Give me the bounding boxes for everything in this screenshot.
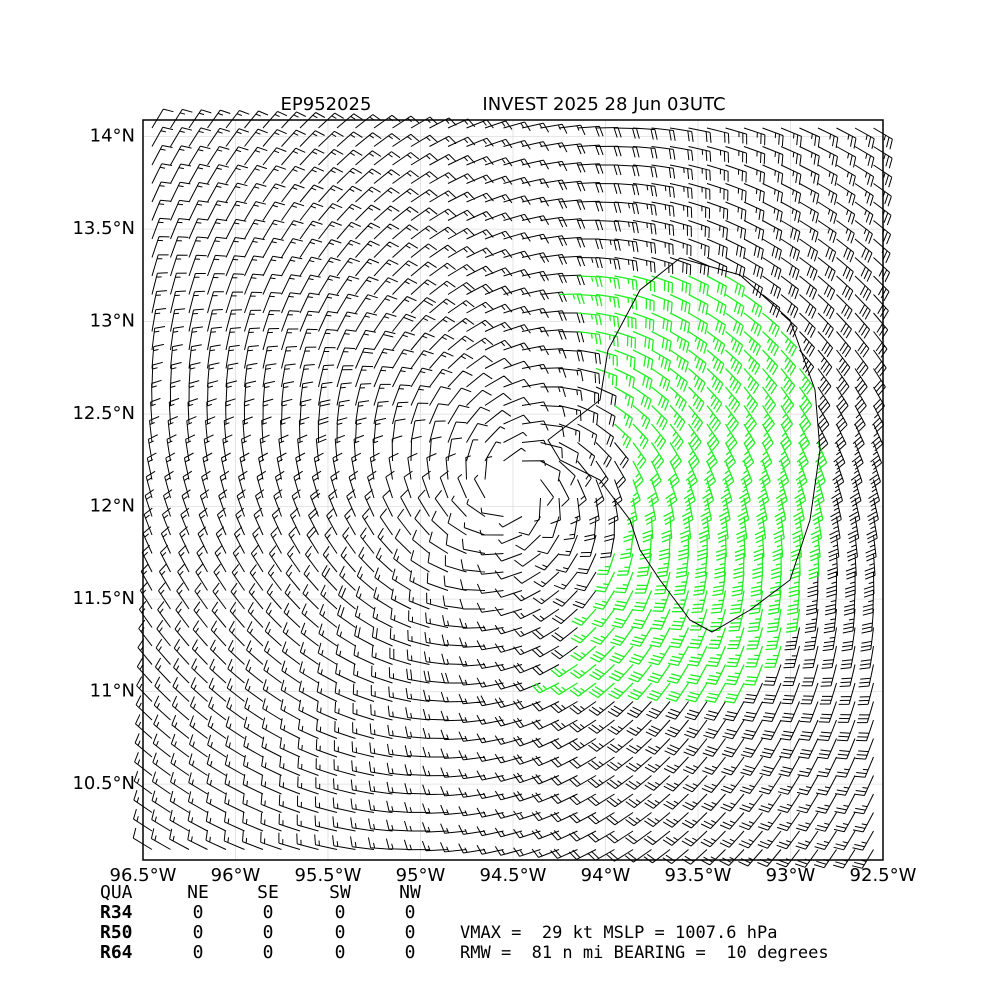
table-cell: 0: [263, 922, 274, 943]
table-cell: 0: [335, 922, 346, 943]
x-tick-label: 94°W: [581, 865, 631, 886]
table-header: SE: [257, 882, 279, 903]
table-header: NW: [399, 882, 421, 903]
stat-label: MSLP =: [603, 923, 664, 943]
x-tick-label: 96°W: [211, 865, 261, 886]
x-tick-label: 96.5°W: [110, 865, 177, 886]
grid: [142, 120, 884, 860]
stat-unit: hPa: [747, 923, 778, 943]
title-right: INVEST 2025 28 Jun 03UTC: [482, 94, 725, 115]
stat-label: VMAX =: [460, 923, 521, 943]
table-header: NE: [187, 882, 209, 903]
table-cell: 0: [193, 902, 204, 923]
row-label: R50: [100, 922, 133, 943]
row-label: R34: [100, 902, 133, 923]
plot-frame: [142, 119, 884, 861]
x-tick-label: 93°W: [766, 865, 816, 886]
stat-label: BEARING =: [614, 943, 706, 963]
table-cell: 0: [405, 942, 416, 963]
stat-value: 1007.6: [675, 923, 736, 943]
barbs-green: [531, 275, 828, 704]
table-cell: 0: [335, 902, 346, 923]
table-cell: 0: [335, 942, 346, 963]
y-tick-label: 10.5°N: [72, 773, 135, 794]
y-tick-label: 13.5°N: [72, 218, 135, 239]
wind-contour: [547, 257, 821, 633]
stat-label: RMW =: [460, 943, 511, 963]
x-tick-label: 95°W: [396, 865, 446, 886]
wind-barbs: [132, 108, 893, 869]
y-tick-label: 13°N: [90, 311, 135, 332]
y-tick-label: 14°N: [90, 126, 135, 147]
stats-line-2: RMW = 81 n mi BEARING = 10 degrees: [460, 943, 829, 963]
table-cell: 0: [263, 902, 274, 923]
title-left: EP952025: [281, 94, 372, 115]
table-cell: 0: [405, 922, 416, 943]
table-header: SW: [329, 882, 351, 903]
x-tick-label: 94.5°W: [480, 865, 547, 886]
stat-value: 29: [542, 923, 562, 943]
stats-line-1: VMAX = 29 kt MSLP = 1007.6 hPa: [460, 923, 777, 943]
row-label: R64: [100, 942, 133, 963]
x-tick-label: 95.5°W: [295, 865, 362, 886]
stat-unit: kt: [573, 923, 593, 943]
table-cell: 0: [193, 922, 204, 943]
x-tick-label: 92.5°W: [850, 865, 917, 886]
y-tick-label: 12.5°N: [72, 403, 135, 424]
stat-unit: degrees: [757, 943, 829, 963]
x-tick-label: 93.5°W: [665, 865, 732, 886]
y-tick-label: 12°N: [90, 496, 135, 517]
y-tick-label: 11°N: [90, 681, 135, 702]
stat-value: 10: [726, 943, 746, 963]
y-tick-label: 11.5°N: [72, 588, 135, 609]
table-cell: 0: [405, 902, 416, 923]
table-cell: 0: [263, 942, 274, 963]
table-header: QUA: [100, 882, 133, 903]
stat-unit: n mi: [562, 943, 603, 963]
table-cell: 0: [193, 942, 204, 963]
stat-value: 81: [532, 943, 552, 963]
